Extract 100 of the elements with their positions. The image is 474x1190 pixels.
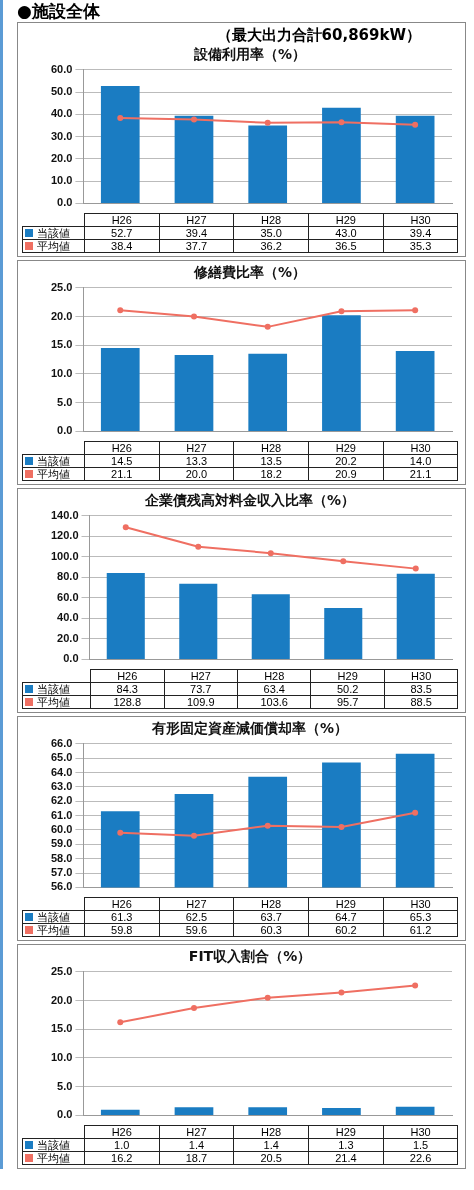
- data-label: 50.2: [310, 682, 385, 696]
- data-label: 22.6: [383, 1151, 458, 1165]
- y-tick-label: 64.0: [50, 765, 73, 778]
- x-tick-label: H26: [84, 441, 160, 455]
- x-tick-label: H27: [159, 213, 234, 227]
- data-label: 52.7: [84, 226, 160, 240]
- data-label: 95.7: [310, 695, 385, 709]
- point: [338, 824, 345, 831]
- point: [338, 308, 345, 315]
- bar: [174, 115, 214, 203]
- x-tick-label: H29: [308, 213, 384, 227]
- data-label: 59.6: [159, 923, 234, 937]
- data-label: 88.5: [384, 695, 458, 709]
- legend-label: 平均値: [37, 924, 70, 936]
- y-tick-label: 0.0: [57, 196, 73, 209]
- x-tick-label: H29: [308, 1125, 384, 1139]
- point: [340, 558, 347, 565]
- data-label: 64.7: [308, 910, 384, 924]
- data-label: 83.5: [384, 682, 458, 696]
- chart-title: 修繕費比率（%）: [192, 264, 307, 281]
- x-tick-label: H29: [310, 669, 385, 683]
- data-label: 20.9: [308, 467, 384, 481]
- y-tick-label: 62.0: [50, 794, 73, 807]
- data-label: 65.3: [383, 910, 458, 924]
- bar: [106, 572, 145, 659]
- x-tick-label: H30: [383, 1125, 458, 1139]
- data-label: 1.5: [383, 1138, 458, 1152]
- point: [338, 119, 345, 126]
- y-tick-label: 10.0: [50, 366, 73, 379]
- y-tick-label: 0.0: [57, 424, 73, 437]
- data-label: 35.3: [383, 239, 458, 253]
- data-label: 61.2: [383, 923, 458, 937]
- y-tick-label: 65.0: [50, 751, 73, 764]
- x-tick-label: H26: [90, 669, 164, 683]
- data-label: 63.7: [233, 910, 309, 924]
- y-tick-label: 20.0: [50, 993, 73, 1006]
- y-tick-label: 20.0: [57, 631, 79, 644]
- x-tick-label: H28: [233, 897, 309, 911]
- y-tick-label: 30.0: [50, 129, 73, 142]
- point: [190, 116, 197, 123]
- data-label: 39.4: [159, 226, 234, 240]
- legend-label: 当該値: [37, 1139, 70, 1151]
- x-tick-label: H29: [308, 441, 384, 455]
- chart-title: FIT収入割合（%）: [188, 948, 312, 965]
- y-tick-label: 57.0: [50, 866, 73, 879]
- y-tick-label: 0.0: [63, 652, 79, 665]
- data-label: 1.3: [308, 1138, 384, 1152]
- data-label: 60.2: [308, 923, 384, 937]
- point: [117, 829, 124, 836]
- point: [190, 313, 197, 320]
- x-tick-label: H30: [383, 897, 458, 911]
- point: [190, 1004, 197, 1011]
- y-tick-label: 66.0: [50, 736, 73, 749]
- point: [412, 982, 419, 989]
- y-tick-label: 58.0: [50, 851, 73, 864]
- chart-title: 有形固定資産減価償却率（%）: [150, 720, 349, 737]
- data-label: 38.4: [84, 239, 160, 253]
- point: [412, 565, 419, 572]
- point: [264, 994, 271, 1001]
- point: [117, 114, 124, 121]
- legend-label: 当該値: [37, 455, 70, 467]
- point: [264, 119, 271, 126]
- legend-label: 当該値: [37, 227, 70, 239]
- data-label: 13.5: [233, 454, 309, 468]
- y-tick-label: 40.0: [57, 611, 79, 624]
- x-tick-label: H26: [84, 213, 160, 227]
- point: [122, 524, 129, 531]
- point: [412, 809, 419, 816]
- point: [412, 121, 419, 128]
- bar: [322, 107, 361, 203]
- data-label: 36.2: [233, 239, 309, 253]
- point: [338, 989, 345, 996]
- data-label: 18.7: [159, 1151, 234, 1165]
- y-tick-label: 10.0: [50, 174, 73, 187]
- data-label: 21.1: [383, 467, 458, 481]
- data-label: 1.0: [84, 1138, 160, 1152]
- legend-label: 平均値: [37, 1152, 70, 1164]
- bar: [248, 125, 288, 203]
- x-tick-label: H27: [159, 1125, 234, 1139]
- bar: [322, 315, 361, 431]
- data-label: 16.2: [84, 1151, 160, 1165]
- bar: [395, 350, 435, 431]
- data-label: 20.5: [233, 1151, 309, 1165]
- y-tick-label: 5.0: [57, 1079, 73, 1092]
- data-label: 36.5: [308, 239, 384, 253]
- y-tick-label: 61.0: [50, 808, 73, 821]
- y-tick-label: 120.0: [51, 529, 79, 542]
- point: [195, 543, 202, 550]
- data-label: 21.1: [84, 467, 160, 481]
- point: [412, 307, 419, 314]
- y-tick-label: 100.0: [51, 549, 79, 562]
- y-tick-label: 5.0: [57, 395, 73, 408]
- data-label: 128.8: [90, 695, 164, 709]
- y-tick-label: 80.0: [57, 570, 79, 583]
- y-tick-label: 63.0: [50, 779, 73, 792]
- x-tick-label: H30: [383, 441, 458, 455]
- data-label: 60.3: [233, 923, 309, 937]
- y-tick-label: 20.0: [50, 309, 73, 322]
- bar: [324, 607, 363, 659]
- x-tick-label: H26: [84, 897, 160, 911]
